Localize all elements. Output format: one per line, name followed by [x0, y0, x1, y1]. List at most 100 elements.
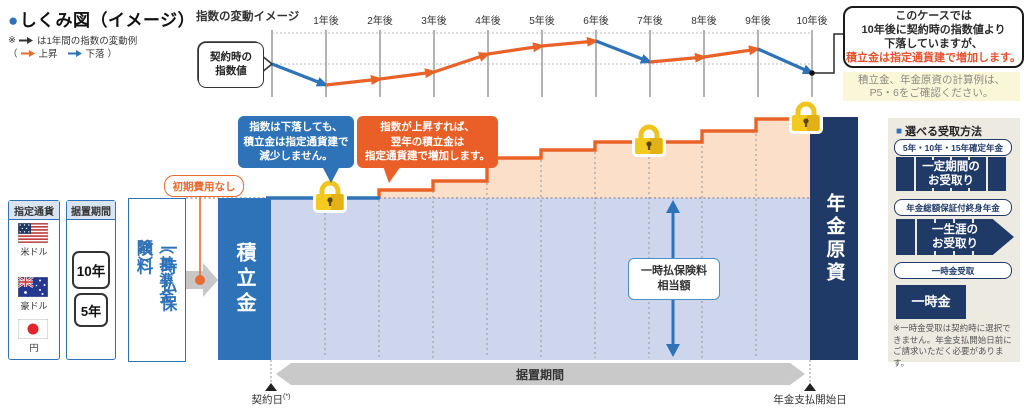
amount-line: 一時払保険料 [641, 265, 707, 277]
calc-example-note: 積立金、年金原資の計算例は、 P5・6をご確認ください。 [843, 72, 1020, 101]
bubble-text: 指数値 [215, 65, 247, 77]
year-label: 8年後 [691, 16, 717, 27]
callout-line: 指定通貨建で増加します。 [365, 150, 490, 163]
annuity-bar-label: 年金原資 [810, 117, 858, 360]
callout-line: 翌年の積立金は [390, 135, 465, 148]
legend-text: は1年間の指数の変動例 [36, 36, 138, 47]
payout-option3-block: 一時金 [896, 285, 966, 319]
payout-option2-tag: 年金総額保証付終身年金 [894, 199, 1012, 216]
no-initial-cost-label: 初期費用なし [164, 175, 244, 197]
year-label: 2年後 [367, 16, 393, 27]
legend-prefix: ※ [8, 34, 16, 46]
currency-label: 円 [29, 343, 39, 353]
index-level-dotted-lines [272, 32, 812, 65]
note-line: 積立金、年金原資の計算例は、 [858, 73, 1005, 86]
up-arrow-icon [20, 49, 35, 57]
index-chart-title: 指数の変動イメージ [196, 11, 300, 23]
payout-option2-block: 一生涯の お受取り [896, 219, 1014, 255]
note-line: P5・6をご確認ください。 [869, 86, 994, 99]
bubble-text: 契約時の [210, 51, 252, 64]
deferral-period-box: 据置期間 10年 5年 [66, 200, 116, 360]
page-title: ●しくみ図（イメージ） [8, 11, 196, 30]
deferral-option-10y: 10年 [72, 251, 110, 289]
payout-panel: ■ 選べる受取方法 5年・10年・15年確定年金 一定期間の お受取り 年金総額保… [888, 118, 1020, 368]
premium-equivalent-label: 一時払保険料 相当額 [628, 258, 720, 300]
orange-callout-tail [383, 166, 401, 183]
legend-line1: ※ は1年間の指数の変動例 [8, 33, 138, 48]
blue-callout-tail [322, 166, 340, 183]
payout-option1-block: 一定期間の お受取り [896, 157, 1006, 191]
lock-icon [632, 125, 666, 157]
index-trend-line [271, 36, 815, 87]
payout-option1-text: 一定期間の お受取り [919, 160, 983, 188]
year-dashed-gridlines [324, 119, 757, 358]
bullet-icon: ● [8, 11, 19, 30]
premium-label: 一時払保険料 [134, 239, 176, 314]
amount-line: 相当額 [657, 280, 691, 292]
case-callout: このケースでは 10年後に契約時の指数値より 下落していますが、 積立金は指定通… [843, 6, 1024, 68]
annuity-text: 年金原資 [823, 192, 845, 285]
legend-paren: ） [107, 49, 118, 60]
accumulation-text: 積立金 [233, 241, 255, 317]
annuity-fund-bar [810, 117, 858, 360]
currency-label: 豪ドル [20, 301, 48, 311]
legend-paren: （ [8, 49, 18, 60]
accumulation-bar-label: 積立金 [218, 198, 271, 360]
index-end-connector [809, 33, 844, 76]
annuity-start-label: 年金支払開始日 [773, 394, 847, 406]
legend-up-label: 上昇 [38, 49, 58, 60]
payout-header-text: 選べる受取方法 [905, 126, 983, 138]
callout-line: 指数が上昇すれば、 [380, 121, 475, 134]
callout-line: 減少しません。 [259, 150, 333, 163]
au-flag-icon [18, 277, 48, 297]
case-line: 下落していますが、 [884, 38, 983, 50]
premium-sublabel: （基準金額） [136, 239, 173, 306]
year-label: 3年後 [421, 16, 447, 27]
accumulation-bar [218, 198, 271, 360]
year-label: 1年後 [313, 16, 339, 27]
legend-line2: （ 上昇 下落 ） [8, 46, 117, 60]
year-label: 10年後 [796, 16, 828, 27]
year-label: 6年後 [583, 16, 609, 27]
callout-line: 積立金は指定通貨建で [243, 135, 349, 148]
payout-panel-header: ■ 選べる受取方法 [896, 123, 982, 139]
orange-callout: 指数が上昇すれば、 翌年の積立金は 指定通貨建で増加します。 [357, 116, 498, 168]
contract-date-label: 契約日(*) [231, 392, 311, 407]
case-line: 10年後に契約時の指数値より [861, 24, 1006, 36]
currency-box-header: 指定通貨 [9, 201, 59, 220]
currency-label: 米ドル [20, 247, 48, 257]
lock-icon [313, 181, 347, 213]
payout-option2-text: 一生涯の お受取り [929, 223, 981, 251]
contract-date-text: 契約日 [251, 394, 284, 406]
jp-flag-icon [18, 319, 48, 339]
square-bullet-icon: ■ [896, 125, 903, 137]
year-label: 7年後 [637, 16, 663, 27]
deferral-period-arrow [265, 360, 816, 391]
deferral-box-header: 据置期間 [67, 201, 115, 220]
case-highlight-line: 積立金は指定通貨建で増加します。 [846, 52, 1021, 64]
legend-down-label: 下落 [85, 49, 105, 60]
payout-option3-tag: 一時金受取 [894, 262, 1012, 279]
payout-option3-text: 一時金 [908, 295, 954, 309]
down-arrow-icon [67, 49, 82, 57]
payout-option1-tag: 5年・10年・15年確定年金 [894, 139, 1012, 156]
currency-box: 指定通貨 米ドル [8, 200, 60, 360]
contract-index-bubble: 契約時の 指数値 [198, 42, 264, 88]
payout-panel-note: ※一時金受取は契約時に選択できません。年金支払開始日前にご請求いただく必要があり… [893, 323, 1012, 368]
year-label: 4年後 [475, 16, 501, 27]
dark-arrow-icon [18, 36, 33, 44]
deferral-arrow-label: 据置期間 [515, 368, 564, 382]
no-initial-cost-pointer [195, 193, 205, 285]
contract-date-note: (*) [283, 393, 291, 401]
year-label: 9年後 [745, 16, 771, 27]
premium-box: 一時払保険料 （基準金額） [128, 198, 186, 362]
deferral-option-5y: 5年 [74, 293, 108, 327]
year-label: 5年後 [529, 16, 555, 27]
us-flag-icon [18, 223, 48, 243]
callout-line: 指数は下落しても、 [249, 121, 343, 134]
case-line: このケースでは [895, 10, 972, 22]
step-line-rising [377, 117, 812, 198]
blue-callout: 指数は下落しても、 積立金は指定通貨建で 減少しません。 [238, 116, 354, 168]
